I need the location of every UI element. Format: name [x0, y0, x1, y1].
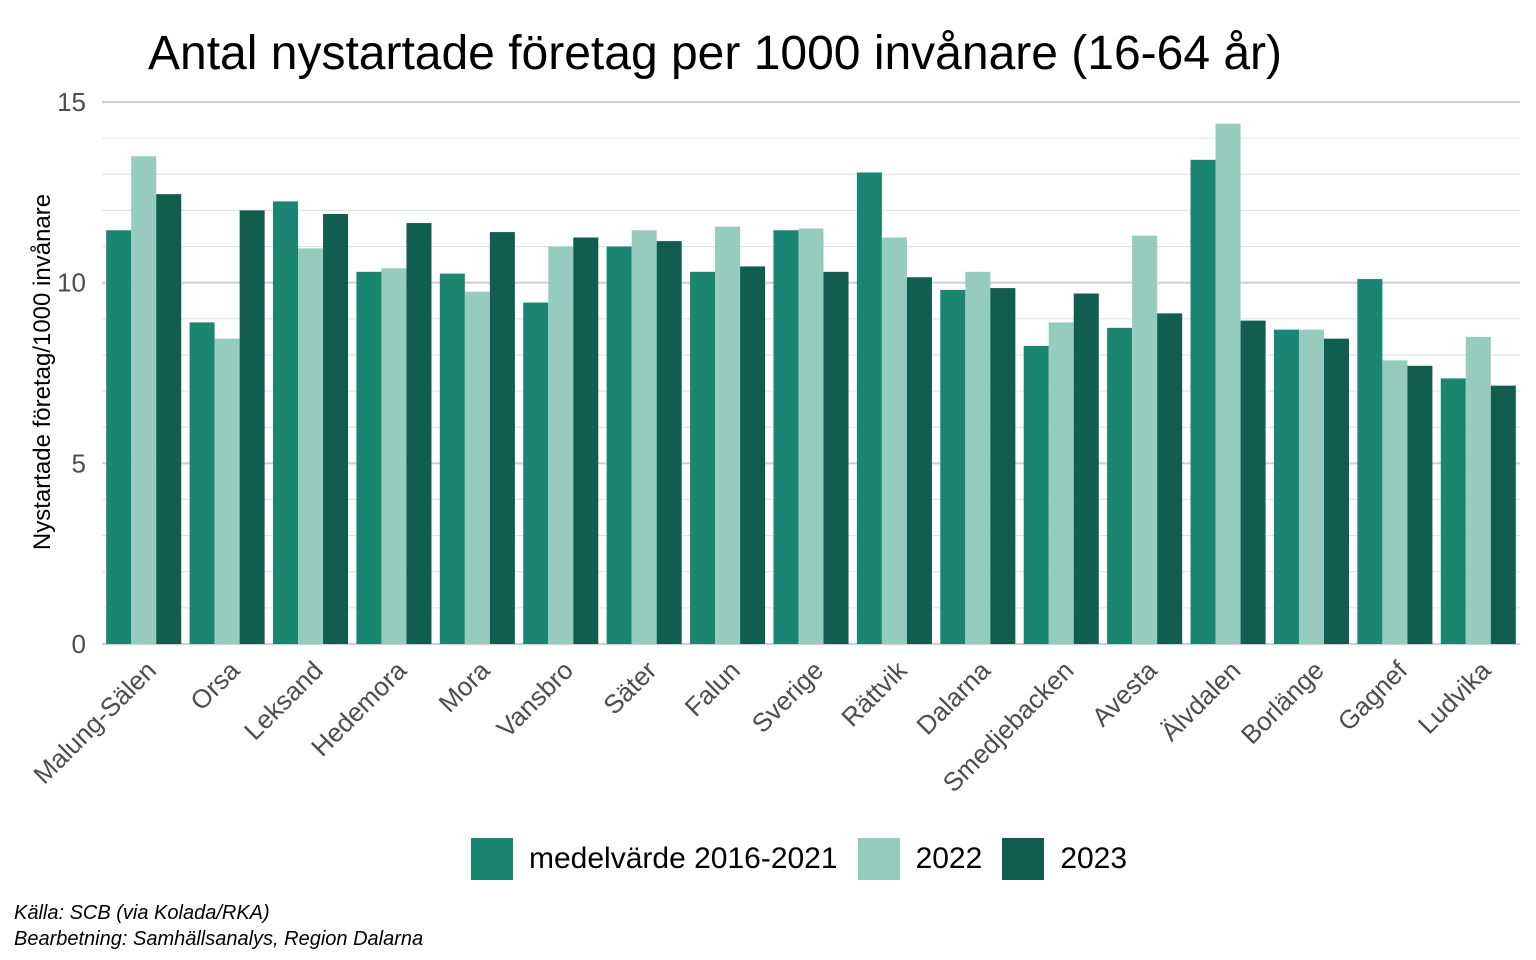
bar-Falun-2023 — [740, 266, 766, 644]
bar-Orsa-medelvärde 2016-2021 — [189, 322, 215, 644]
x-tick-label: Falun — [679, 655, 746, 722]
bar-Orsa-2022 — [214, 338, 240, 644]
legend-label-medel: medelvärde 2016-2021 — [529, 842, 838, 875]
bar-Borlänge-medelvärde 2016-2021 — [1273, 329, 1299, 644]
legend: medelvärde 2016-2021 2022 2023 — [471, 838, 1147, 880]
bar-Gagnef-2023 — [1407, 365, 1433, 644]
bar-Säter-medelvärde 2016-2021 — [606, 246, 632, 645]
bars — [106, 123, 1516, 645]
bar-Dalarna-2022 — [965, 271, 991, 644]
bar-Borlänge-2022 — [1298, 329, 1324, 644]
caption-processing: Bearbetning: Samhällsanalys, Region Dala… — [14, 928, 424, 950]
y-tick-label: 0 — [72, 629, 86, 659]
legend-swatch-2022 — [857, 838, 900, 880]
bar-Malung-Sälen-2023 — [156, 194, 182, 644]
x-tick-label: Rättvik — [835, 654, 913, 732]
bar-Leksand-2023 — [323, 214, 349, 644]
bar-Dalarna-medelvärde 2016-2021 — [940, 289, 966, 644]
bar-Smedjebacken-2022 — [1048, 322, 1074, 644]
bar-Älvdalen-medelvärde 2016-2021 — [1190, 159, 1216, 644]
bar-Smedjebacken-medelvärde 2016-2021 — [1023, 345, 1049, 644]
bar-Gagnef-2022 — [1382, 360, 1408, 644]
y-axis-label: Nystartade företag/1000 invånare — [29, 193, 56, 551]
y-axis-ticks: 0 5 10 15 — [57, 87, 86, 659]
bar-Mora-2023 — [489, 232, 515, 644]
legend-swatch-medel — [471, 838, 513, 880]
bar-Sverige-2023 — [823, 271, 849, 644]
caption-source: Källa: SCB (via Kolada/RKA) — [14, 902, 270, 924]
y-tick-label: 15 — [57, 87, 86, 117]
bar-Vansbro-medelvärde 2016-2021 — [523, 302, 549, 644]
x-tick-label: Gagnef — [1332, 654, 1414, 736]
x-tick-label: Orsa — [184, 655, 245, 716]
bar-Vansbro-2023 — [573, 237, 599, 644]
x-tick-label: Avesta — [1086, 655, 1163, 732]
bar-Rättvik-medelvärde 2016-2021 — [856, 172, 882, 644]
bar-Malung-Sälen-medelvärde 2016-2021 — [106, 230, 132, 645]
x-tick-label: Säter — [597, 655, 662, 720]
bar-Malung-Sälen-2022 — [131, 156, 157, 644]
bar-Rättvik-2023 — [906, 277, 932, 644]
bar-Sverige-medelvärde 2016-2021 — [773, 230, 799, 645]
x-tick-label: Sverige — [746, 655, 830, 739]
bar-Leksand-2022 — [298, 248, 324, 644]
legend-item-2023: 2023 — [1002, 838, 1127, 880]
y-tick-label: 10 — [57, 268, 86, 298]
x-tick-label: Mora — [432, 655, 495, 718]
bar-Falun-2022 — [715, 226, 741, 644]
x-tick-label: Borlänge — [1235, 655, 1330, 750]
x-tick-label: Älvdalen — [1155, 655, 1247, 747]
bar-Rättvik-2022 — [881, 237, 907, 644]
bar-Ludvika-2023 — [1490, 385, 1516, 644]
bar-Orsa-2023 — [239, 210, 265, 644]
bar-Mora-medelvärde 2016-2021 — [439, 273, 465, 644]
legend-label-2023: 2023 — [1060, 842, 1128, 875]
bar-Smedjebacken-2023 — [1073, 293, 1099, 644]
chart-title: Antal nystartade företag per 1000 invåna… — [148, 27, 1283, 80]
legend-swatch-2023 — [1002, 838, 1045, 880]
bar-Älvdalen-2023 — [1240, 320, 1266, 644]
bar-Borlänge-2023 — [1323, 338, 1350, 644]
bar-Falun-medelvärde 2016-2021 — [690, 271, 716, 644]
bar-Avesta-2023 — [1157, 313, 1183, 644]
y-tick-label: 5 — [72, 448, 86, 478]
x-tick-label: Ludvika — [1412, 655, 1497, 740]
x-tick-label: Vansbro — [491, 655, 579, 743]
bar-Säter-2023 — [656, 241, 682, 644]
x-tick-label: Dalarna — [910, 655, 996, 741]
bar-Säter-2022 — [631, 230, 657, 645]
legend-item-2022: 2022 — [857, 838, 983, 880]
legend-item-medel: medelvärde 2016-2021 — [471, 838, 838, 880]
bar-Avesta-medelvärde 2016-2021 — [1107, 327, 1133, 644]
bar-Hedemora-2022 — [381, 268, 407, 644]
bar-Vansbro-2022 — [548, 246, 574, 645]
bar-Leksand-medelvärde 2016-2021 — [272, 201, 299, 644]
legend-label-2022: 2022 — [915, 842, 983, 875]
bar-Gagnef-medelvärde 2016-2021 — [1357, 279, 1383, 644]
bar-Mora-2022 — [464, 291, 490, 644]
bar-Älvdalen-2022 — [1215, 123, 1241, 645]
bar-Hedemora-medelvärde 2016-2021 — [356, 271, 382, 644]
bar-Avesta-2022 — [1132, 235, 1158, 644]
bar-Ludvika-medelvärde 2016-2021 — [1440, 378, 1466, 644]
bar-Hedemora-2023 — [406, 223, 432, 644]
x-tick-label: Malung-Sälen — [27, 655, 162, 790]
bar-Sverige-2022 — [798, 228, 824, 644]
bar-Ludvika-2022 — [1465, 336, 1491, 644]
bar-Dalarna-2023 — [990, 288, 1016, 644]
